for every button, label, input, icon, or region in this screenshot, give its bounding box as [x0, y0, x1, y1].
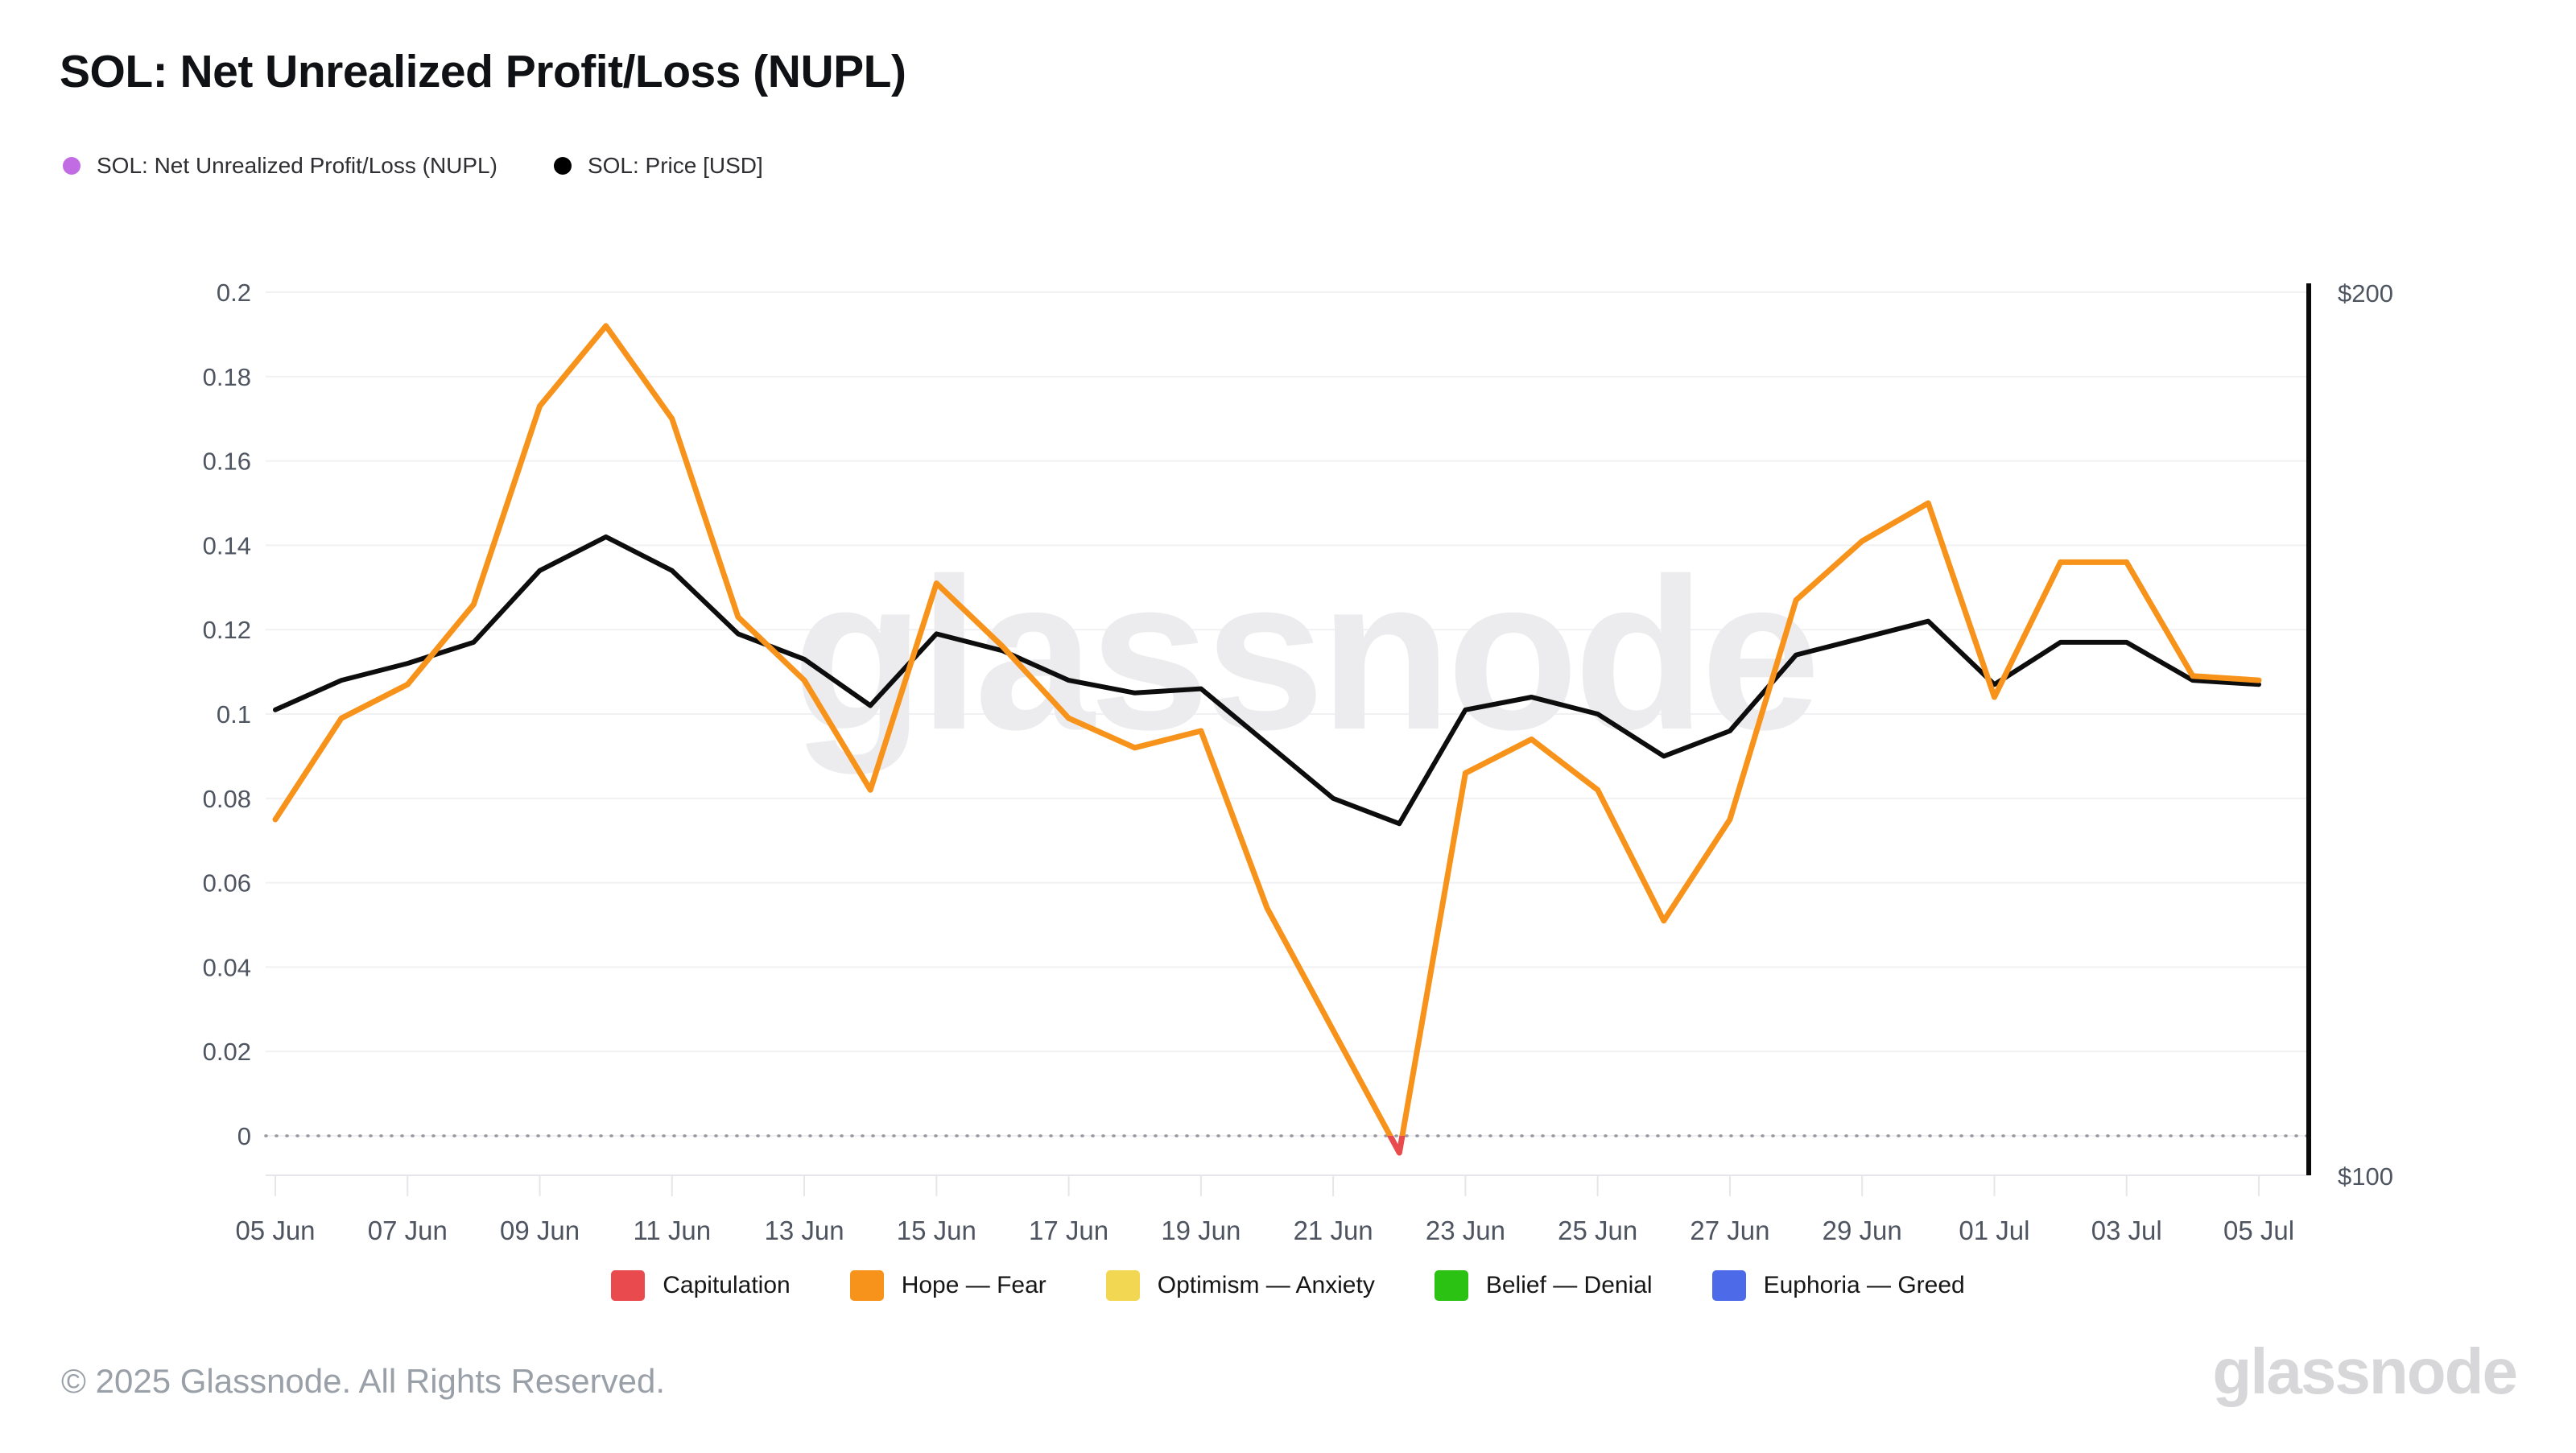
zone-legend: Capitulation Hope — Fear Optimism — Anxiet… — [266, 1270, 2310, 1301]
series-legend-item[interactable]: SOL: Price [USD] — [553, 153, 763, 179]
x-axis-tick-label: 21 Jun — [1294, 1216, 1373, 1245]
zone-color-swatch-icon — [611, 1270, 646, 1301]
x-axis-tick-label: 03 Jul — [2091, 1216, 2162, 1245]
zone-legend-item[interactable]: Optimism — Anxiety — [1105, 1270, 1375, 1301]
y-axis-tick-label: 0.02 — [203, 1038, 251, 1066]
y-axis-tick-label: 0.16 — [203, 448, 251, 476]
x-axis-tick-label: 13 Jun — [765, 1216, 844, 1245]
right-axis-top-label: $200 — [2338, 279, 2393, 308]
series-legend-label: SOL: Price [USD] — [587, 153, 763, 178]
y-axis-tick-label: 0.06 — [203, 869, 251, 898]
zone-legend-label: Hope — Fear — [901, 1272, 1046, 1298]
series-legend-label: SOL: Net Unrealized Profit/Loss (NUPL) — [97, 153, 497, 178]
y-axis-tick-label: 0.14 — [203, 531, 251, 559]
x-axis-tick-label: 25 Jun — [1558, 1216, 1637, 1245]
series-legend-item[interactable]: SOL: Net Unrealized Profit/Loss (NUPL) — [63, 153, 497, 179]
series-color-dot-icon — [63, 157, 80, 175]
series-legend: SOL: Net Unrealized Profit/Loss (NUPL) SO… — [63, 153, 763, 179]
glassnode-watermark: glassnode — [792, 533, 1815, 776]
y-axis-tick-label: 0.18 — [203, 363, 251, 391]
zone-legend-label: Belief — Denial — [1485, 1272, 1653, 1298]
zone-legend-item[interactable]: Hope — Fear — [849, 1270, 1046, 1301]
copyright-text: © 2025 Glassnode. All Rights Reserved. — [61, 1362, 666, 1400]
x-axis-tick-label: 05 Jun — [235, 1216, 315, 1245]
x-axis-tick-label: 05 Jul — [2223, 1216, 2294, 1245]
price-line[interactable] — [273, 534, 2261, 827]
zone-legend-item[interactable]: Capitulation — [611, 1270, 791, 1301]
y-axis-tick-label: 0.08 — [203, 785, 251, 813]
right-axis-bottom-label: $100 — [2338, 1162, 2393, 1191]
nupl-line[interactable] — [272, 323, 2262, 1156]
y-axis-tick-label: 0.12 — [203, 616, 251, 644]
y-axis-tick-label: 0.1 — [217, 700, 251, 729]
zone-color-swatch-icon — [1711, 1270, 1746, 1301]
x-axis-tick-label: 17 Jun — [1029, 1216, 1108, 1245]
zone-legend-label: Euphoria — Greed — [1763, 1272, 1965, 1298]
x-axis-tick-label: 19 Jun — [1161, 1216, 1241, 1245]
glassnode-wordmark[interactable]: glassnode — [2212, 1335, 2518, 1407]
x-axis-tick-label: 01 Jul — [1959, 1216, 2029, 1245]
zone-legend-item[interactable]: Euphoria — Greed — [1711, 1270, 1965, 1301]
y-axis-tick-label: 0 — [237, 1122, 251, 1150]
page-title: SOL: Net Unrealized Profit/Loss (NUPL) — [60, 46, 906, 97]
zone-color-swatch-icon — [1434, 1270, 1468, 1301]
x-axis-tick-label: 15 Jun — [897, 1216, 976, 1245]
zone-legend-label: Optimism — Anxiety — [1157, 1272, 1375, 1298]
x-axis-tick-label: 07 Jun — [368, 1216, 448, 1245]
zone-legend-label: Capitulation — [663, 1272, 791, 1298]
zone-legend-item[interactable]: Belief — Denial — [1434, 1270, 1653, 1301]
zone-color-swatch-icon — [849, 1270, 884, 1301]
y-axis-tick-label: 0.04 — [203, 953, 251, 981]
x-axis-tick-label: 11 Jun — [633, 1216, 711, 1245]
x-axis-tick-label: 09 Jun — [500, 1216, 580, 1245]
y-axis-tick-label: 0.2 — [217, 279, 251, 307]
x-axis-tick-label: 23 Jun — [1426, 1216, 1505, 1245]
zone-color-swatch-icon — [1105, 1270, 1140, 1301]
x-axis-tick-label: 29 Jun — [1823, 1216, 1902, 1245]
series-color-dot-icon — [553, 157, 572, 175]
x-axis-tick-label: 27 Jun — [1690, 1216, 1769, 1245]
